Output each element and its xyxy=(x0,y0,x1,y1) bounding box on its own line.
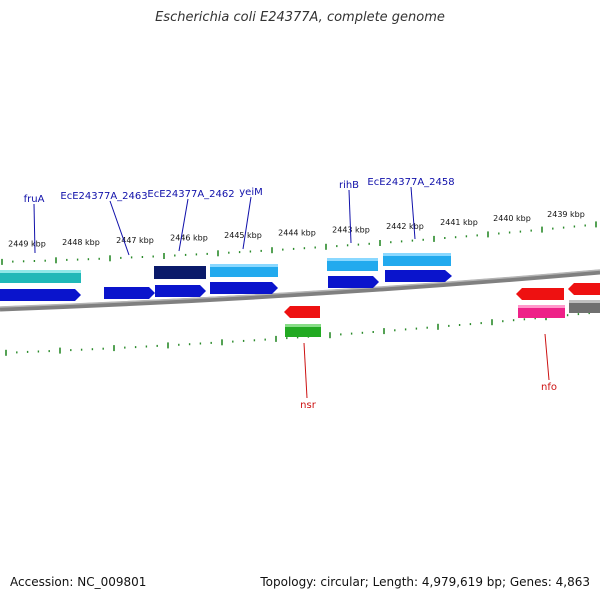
kbp-label: 2441 kbp xyxy=(440,218,478,227)
feature-nsr-cds[interactable] xyxy=(284,306,320,318)
feature-yeiM-cds[interactable] xyxy=(210,282,278,294)
kbp-label-row: 2449 kbp 2448 kbp 2447 kbp 2446 kbp 2445 kbp… xyxy=(8,210,585,248)
feature-EcE24377A_2462-cds[interactable] xyxy=(155,285,206,297)
gene-label-nfo[interactable]: nfo xyxy=(541,382,557,393)
kbp-label: 2442 kbp xyxy=(386,222,424,231)
tick-row-inner xyxy=(5,312,590,356)
feature-EcE24377A_2463-cds[interactable] xyxy=(104,287,155,299)
feature-yeiM-upper[interactable] xyxy=(210,264,278,277)
gene-label-nsr[interactable]: nsr xyxy=(300,400,317,411)
accession-text: Accession: NC_009801 xyxy=(10,575,147,589)
kbp-label: 2444 kbp xyxy=(278,228,316,237)
feature-EcE24377A_2458-cds[interactable] xyxy=(385,270,452,282)
feature-fruA-cds[interactable] xyxy=(0,289,81,301)
gene-label-rihB[interactable]: rihB xyxy=(339,180,359,191)
gene-label-EcE24377A_2463[interactable]: EcE24377A_2463 xyxy=(60,191,147,202)
feature-nsr-lower[interactable] xyxy=(285,324,321,337)
feature-rihB-upper[interactable] xyxy=(327,258,378,271)
kbp-label: 2440 kbp xyxy=(493,214,531,223)
feature-next-lower[interactable] xyxy=(569,300,600,313)
kbp-label: 2445 kbp xyxy=(224,231,262,240)
feature-nfo-lower[interactable] xyxy=(518,305,565,318)
kbp-label: 2448 kbp xyxy=(62,238,100,247)
forward-features xyxy=(0,253,452,301)
genome-stats-text: Topology: circular; Length: 4,979,619 bp… xyxy=(260,575,590,589)
tick-row-outer xyxy=(1,221,597,265)
feature-EcE24377A_2462-upper[interactable] xyxy=(154,266,206,279)
feature-EcE24377A_2458-upper[interactable] xyxy=(383,253,451,266)
reverse-features xyxy=(284,283,600,337)
feature-fruA-upper[interactable] xyxy=(0,270,81,283)
feature-nfo-cds[interactable] xyxy=(516,288,564,300)
kbp-label: 2449 kbp xyxy=(8,239,46,248)
gene-label-fruA[interactable]: fruA xyxy=(24,194,45,205)
kbp-label: 2446 kbp xyxy=(170,234,208,243)
genome-backbone xyxy=(0,269,600,312)
gene-label-yeiM[interactable]: yeiM xyxy=(239,187,262,198)
feature-next-cds[interactable] xyxy=(568,283,600,295)
gene-labels: fruA EcE24377A_2463 EcE24377A_2462 yeiM … xyxy=(24,177,557,411)
gene-label-EcE24377A_2462[interactable]: EcE24377A_2462 xyxy=(147,189,234,200)
kbp-label: 2439 kbp xyxy=(547,210,585,219)
gene-label-EcE24377A_2458[interactable]: EcE24377A_2458 xyxy=(367,177,454,188)
kbp-label: 2447 kbp xyxy=(116,236,154,245)
feature-rihB-cds[interactable] xyxy=(328,276,379,288)
map-title: Escherichia coli E24377A, complete genom… xyxy=(155,10,445,25)
